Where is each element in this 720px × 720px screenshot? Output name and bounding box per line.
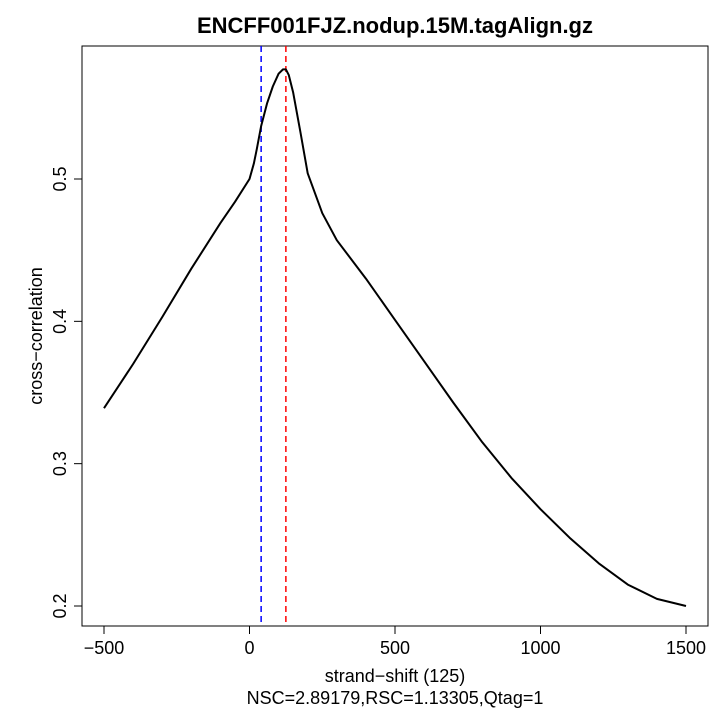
y-axis: 0.2 0.3 0.4 0.5 (50, 166, 83, 619)
x-tick-label: 0 (244, 638, 254, 658)
x-tick-label: 500 (380, 638, 410, 658)
series-line (103, 68, 687, 607)
chart-subtitle: NSC=2.89179,RSC=1.13305,Qtag=1 (247, 688, 544, 708)
x-axis: −500 0 500 1000 1500 (84, 625, 706, 658)
reference-lines (260, 46, 287, 626)
x-tick-label: −500 (84, 638, 125, 658)
chart-title: ENCFF001FJZ.nodup.15M.tagAlign.gz (197, 13, 593, 38)
y-tick-label: 0.2 (50, 593, 70, 618)
y-tick-label: 0.5 (50, 166, 70, 191)
series-group (103, 68, 687, 607)
x-axis-label: strand−shift (125) (325, 666, 466, 686)
x-tick-label: 1500 (666, 638, 706, 658)
y-axis-label: cross−correlation (26, 267, 46, 405)
y-tick-label: 0.4 (50, 309, 70, 334)
y-tick-label: 0.3 (50, 451, 70, 476)
x-tick-label: 1000 (520, 638, 560, 658)
